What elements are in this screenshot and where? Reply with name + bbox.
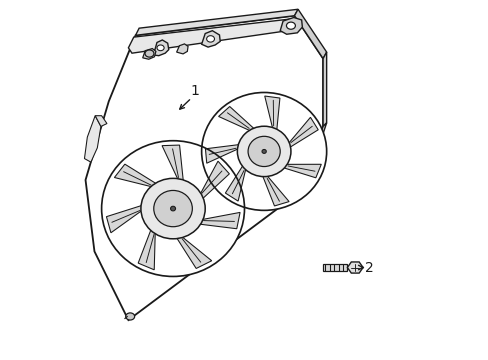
Polygon shape: [197, 161, 229, 202]
Polygon shape: [323, 264, 346, 271]
Ellipse shape: [153, 190, 192, 227]
Polygon shape: [264, 96, 279, 134]
Ellipse shape: [286, 22, 295, 29]
Polygon shape: [301, 123, 326, 191]
Polygon shape: [114, 164, 160, 188]
Polygon shape: [153, 40, 168, 56]
Polygon shape: [218, 107, 257, 133]
Polygon shape: [135, 9, 298, 35]
Polygon shape: [279, 164, 321, 178]
Polygon shape: [205, 144, 243, 163]
Ellipse shape: [145, 50, 154, 57]
Polygon shape: [128, 18, 296, 53]
Ellipse shape: [262, 149, 266, 153]
Ellipse shape: [157, 45, 164, 51]
Ellipse shape: [247, 136, 280, 167]
Polygon shape: [225, 162, 246, 201]
Text: 1: 1: [190, 84, 199, 98]
Text: 2: 2: [365, 261, 373, 275]
Polygon shape: [194, 212, 240, 229]
Polygon shape: [346, 262, 363, 273]
Ellipse shape: [201, 93, 326, 210]
Polygon shape: [84, 116, 101, 162]
Polygon shape: [176, 44, 188, 54]
Ellipse shape: [125, 313, 134, 320]
Polygon shape: [285, 117, 318, 150]
Polygon shape: [201, 31, 220, 47]
Polygon shape: [294, 9, 326, 59]
Ellipse shape: [206, 36, 214, 42]
Ellipse shape: [102, 141, 244, 276]
Polygon shape: [85, 16, 323, 320]
Polygon shape: [138, 225, 155, 270]
Polygon shape: [142, 49, 156, 59]
Ellipse shape: [237, 126, 290, 177]
Ellipse shape: [170, 206, 175, 211]
Polygon shape: [174, 233, 211, 269]
Ellipse shape: [141, 178, 205, 239]
Polygon shape: [95, 116, 107, 126]
Polygon shape: [162, 145, 183, 185]
Polygon shape: [323, 52, 326, 126]
Polygon shape: [280, 18, 302, 34]
Polygon shape: [261, 172, 288, 206]
Polygon shape: [106, 204, 146, 233]
